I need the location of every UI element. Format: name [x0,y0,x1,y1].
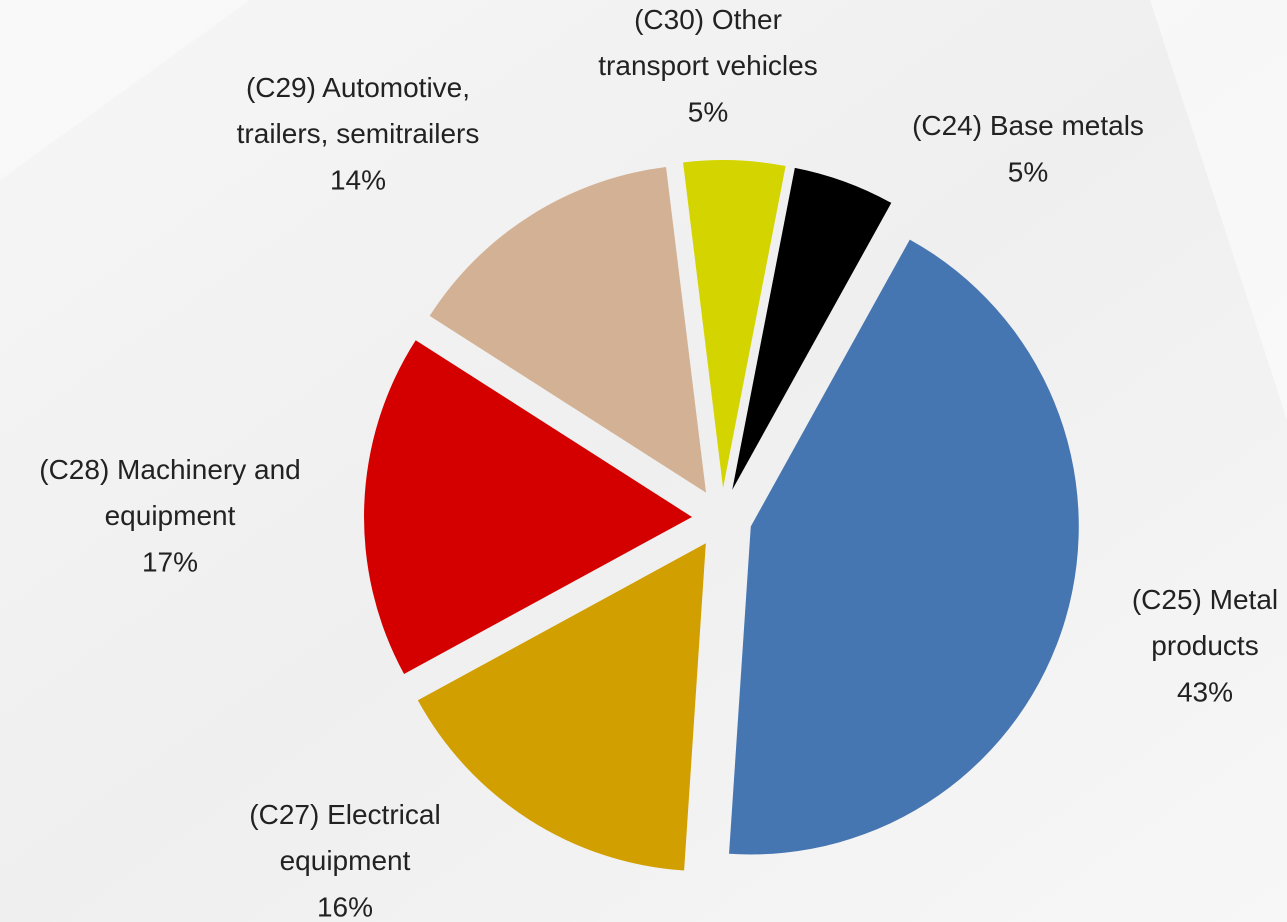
slice-label: (C27) Electrical equipment [249,799,440,876]
pie-slice [417,543,706,871]
slice-value-label: 5% [1008,156,1048,187]
slice-value-label: 16% [317,891,373,922]
slice-label: (C25) Metal products [1132,584,1278,661]
pie-slice [732,167,892,490]
slice-value-label: 43% [1177,676,1233,707]
decor [0,0,250,180]
pie-slice [729,239,1079,855]
slice-label: (C30) Other transport vehicles [598,4,817,81]
slice-label: (C29) Automotive, trailers, semitrailers [237,72,480,149]
slice-label: (C24) Base metals [912,110,1144,141]
pie-slice [429,167,707,493]
slice-value-label: 5% [688,96,728,127]
slice-value-label: 17% [142,546,198,577]
pie-slice [364,340,693,674]
decor [1150,0,1287,420]
slice-label: (C28) Machinery and equipment [39,454,300,531]
slice-value-label: 14% [330,164,386,195]
pie-slice [683,160,786,489]
